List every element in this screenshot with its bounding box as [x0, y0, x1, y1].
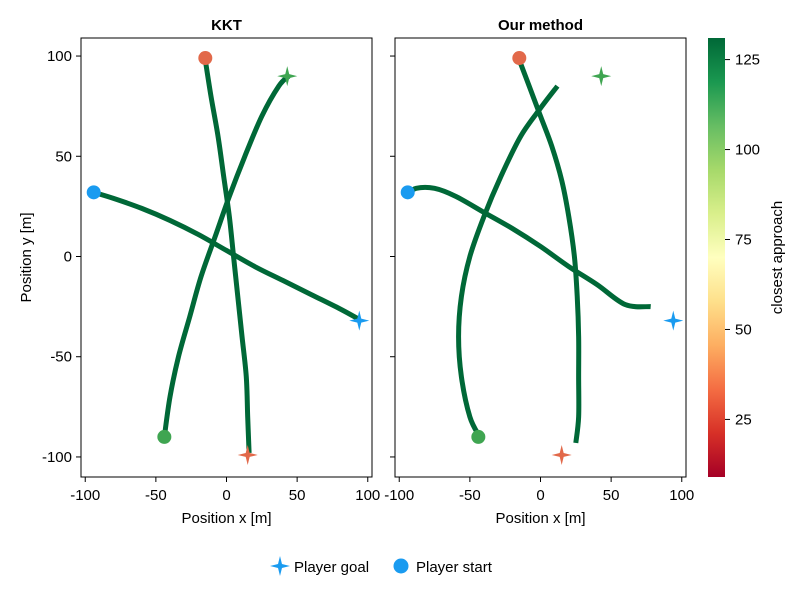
panel-title-2: Our method: [498, 17, 583, 34]
player-goal-marker-1-2: [237, 444, 258, 465]
legend-label-2: Player start: [416, 559, 493, 576]
x-tick-label: 100: [669, 487, 694, 504]
trajectory-2-1: [406, 184, 651, 310]
player-start-marker-1-2: [198, 51, 213, 66]
x-tick-label: 50: [289, 487, 306, 504]
panel-title-1: KKT: [211, 17, 242, 34]
x-tick-label: 0: [536, 487, 544, 504]
trajectory-2-3: [456, 84, 560, 439]
colorbar-bar: [708, 38, 725, 477]
legend-label-1: Player goal: [294, 559, 369, 576]
legend-goal-icon: [270, 556, 290, 576]
player-start-marker-2-3: [471, 429, 486, 444]
colorbar-tick-label: 75: [735, 232, 752, 249]
player-start-marker-2-2: [512, 51, 527, 66]
trajectory-2-2: [516, 59, 582, 444]
y-tick-label: 0: [64, 248, 72, 265]
x-tick-label: 50: [603, 487, 620, 504]
player-goal-marker-2-3: [591, 66, 612, 87]
x-tick-label: -50: [459, 487, 481, 504]
legend-start-icon: [393, 558, 409, 574]
y-axis-label: Position y [m]: [18, 212, 35, 302]
x-tick-label: -50: [145, 487, 167, 504]
colorbar-tick-label: 50: [735, 321, 752, 338]
y-tick-label: 50: [55, 148, 72, 165]
y-tick-label: -100: [42, 449, 72, 466]
panel-frame-2: [394, 37, 687, 478]
x-tick-label: -100: [384, 487, 414, 504]
player-start-marker-1-3: [157, 429, 172, 444]
x-tick-label: 100: [355, 487, 380, 504]
trajectory-1-1: [92, 189, 360, 321]
trajectory-1-2: [202, 59, 252, 454]
x-tick-label: -100: [70, 487, 100, 504]
colorbar-label: closest approach: [769, 201, 786, 314]
y-tick-label: -50: [50, 349, 72, 366]
colorbar-tick-label: 125: [735, 52, 760, 69]
player-goal-marker-2-2: [551, 444, 572, 465]
x-axis-label-2: Position x [m]: [495, 510, 585, 527]
player-start-marker-2-1: [400, 185, 415, 200]
player-goal-marker-1-1: [349, 310, 370, 331]
player-goal-marker-2-1: [663, 310, 684, 331]
colorbar-tick-label: 100: [735, 142, 760, 159]
trajectory-1-3: [161, 74, 291, 438]
x-tick-label: 0: [222, 487, 230, 504]
y-tick-label: 100: [47, 48, 72, 65]
player-goal-marker-1-3: [277, 66, 298, 87]
panel-frame-1: [80, 37, 373, 478]
x-axis-label-1: Position x [m]: [181, 510, 271, 527]
colorbar-tick-label: 25: [735, 411, 752, 428]
player-start-marker-1-1: [86, 185, 101, 200]
